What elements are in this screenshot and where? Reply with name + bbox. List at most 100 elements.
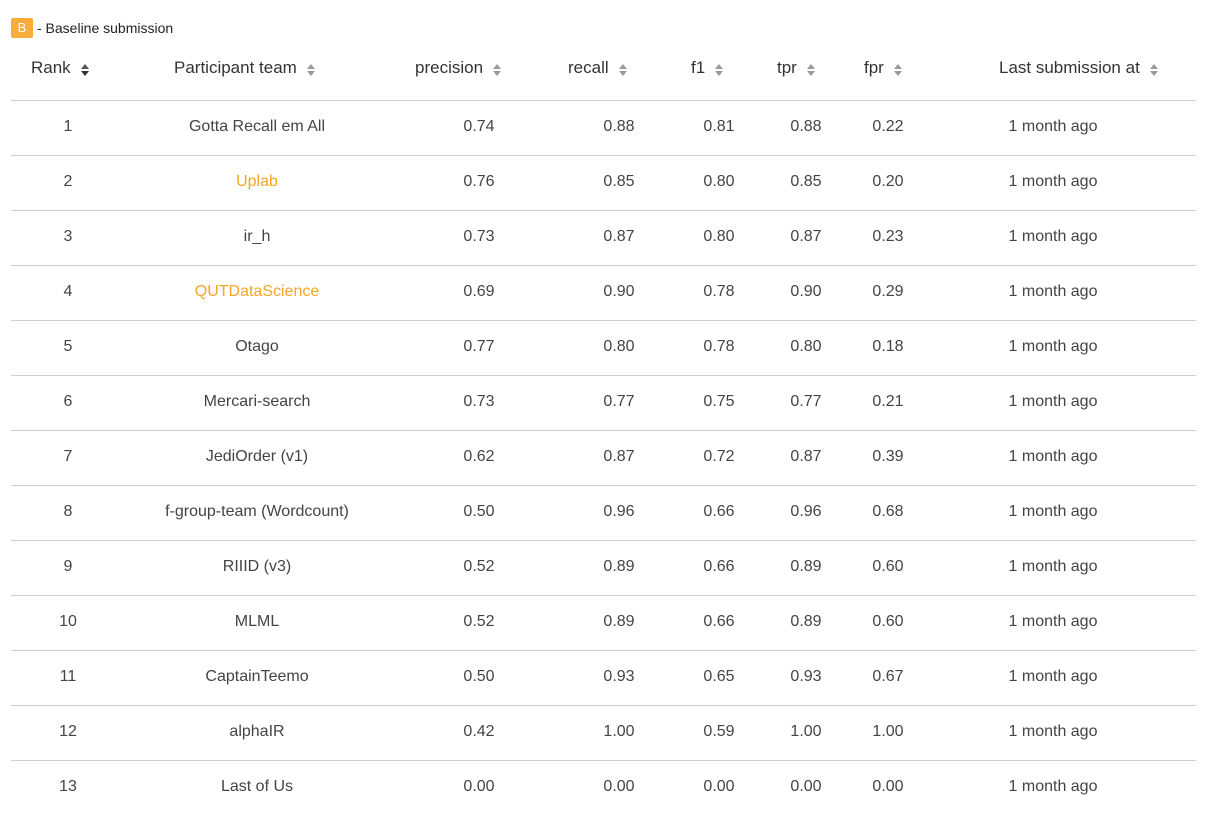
- fpr-cell: 0.60: [850, 595, 944, 651]
- precision-value: 0.42: [463, 723, 495, 740]
- fpr-value: 0.18: [872, 338, 904, 355]
- baseline-badge-icon: B: [11, 17, 33, 38]
- team-name: ir_h: [243, 228, 271, 245]
- precision-cell: 0.62: [393, 430, 542, 486]
- rank-cell: 9: [11, 540, 125, 596]
- last-submission-cell: 1 month ago: [944, 155, 1196, 211]
- recall-value: 0.87: [603, 448, 635, 465]
- column-header-tpr[interactable]: tpr: [764, 45, 850, 101]
- fpr-value: 1.00: [872, 723, 904, 740]
- column-header-label: recall: [568, 58, 609, 77]
- recall-cell: 0.87: [542, 430, 670, 486]
- baseline-legend-label: - Baseline submission: [37, 19, 174, 36]
- precision-value: 0.50: [463, 503, 495, 520]
- last-submission-cell: 1 month ago: [944, 595, 1196, 651]
- f1-value: 0.65: [703, 668, 735, 685]
- table-row: 8 f-group-team (Wordcount) 0.50 0.96 0.66 0.9…: [11, 485, 1196, 541]
- tpr-cell: 0.89: [764, 595, 850, 651]
- tpr-value: 0.00: [790, 778, 822, 795]
- participant-team-cell: Last of Us: [125, 761, 393, 815]
- column-header-label: Last submission at: [999, 58, 1140, 77]
- column-header-label: tpr: [777, 58, 797, 77]
- rank-value: 9: [63, 558, 73, 575]
- sort-icon[interactable]: [893, 63, 903, 77]
- fpr-value: 0.20: [872, 173, 904, 190]
- table-row: 6 Mercari-search 0.73 0.77 0.75 0.77 0.21 1 mon…: [11, 375, 1196, 431]
- table-row: 7 JediOrder (v1) 0.62 0.87 0.72 0.87 0.39 1 mon…: [11, 430, 1196, 486]
- recall-value: 0.93: [603, 668, 635, 685]
- f1-cell: 0.66: [670, 485, 764, 541]
- baseline-legend: B - Baseline submission: [11, 17, 173, 38]
- team-link[interactable]: QUTDataScience: [194, 283, 320, 300]
- column-header-rank[interactable]: Rank: [11, 45, 125, 101]
- rank-value: 4: [63, 283, 73, 300]
- last-value: 1 month ago: [1008, 173, 1098, 190]
- table-row: 13 Last of Us 0.00 0.00 0.00 0.00 0.00 1 month …: [11, 761, 1196, 815]
- f1-cell: 0.72: [670, 430, 764, 486]
- last-value: 1 month ago: [1008, 338, 1098, 355]
- tpr-value: 0.80: [790, 338, 822, 355]
- f1-cell: 0.00: [670, 761, 764, 815]
- rank-value: 8: [63, 503, 73, 520]
- precision-cell: 0.77: [393, 320, 542, 376]
- last-submission-cell: 1 month ago: [944, 761, 1196, 815]
- last-value: 1 month ago: [1008, 228, 1098, 245]
- sort-icon[interactable]: [306, 63, 316, 77]
- sort-icon[interactable]: [618, 63, 628, 77]
- precision-value: 0.00: [463, 778, 495, 795]
- rank-cell: 4: [11, 265, 125, 321]
- sort-icon[interactable]: [1149, 63, 1159, 77]
- rank-cell: 6: [11, 375, 125, 431]
- tpr-value: 0.89: [790, 558, 822, 575]
- team-name: alphaIR: [229, 723, 285, 740]
- tpr-value: 0.90: [790, 283, 822, 300]
- recall-value: 0.77: [603, 393, 635, 410]
- last-value: 1 month ago: [1008, 668, 1098, 685]
- recall-cell: 0.87: [542, 210, 670, 266]
- recall-cell: 0.85: [542, 155, 670, 211]
- rank-cell: 5: [11, 320, 125, 376]
- column-header-fpr[interactable]: fpr: [850, 45, 944, 101]
- f1-value: 0.00: [703, 778, 735, 795]
- column-header-last-submission[interactable]: Last submission at: [944, 45, 1196, 101]
- f1-value: 0.78: [703, 283, 735, 300]
- sort-icon[interactable]: [80, 63, 90, 77]
- column-header-f1[interactable]: f1: [670, 45, 764, 101]
- fpr-cell: 0.68: [850, 485, 944, 541]
- sort-icon[interactable]: [806, 63, 816, 77]
- f1-cell: 0.65: [670, 650, 764, 706]
- recall-cell: 0.77: [542, 375, 670, 431]
- column-header-precision[interactable]: precision: [393, 45, 542, 101]
- precision-value: 0.52: [463, 613, 495, 630]
- participant-team-cell: Mercari-search: [125, 375, 393, 431]
- precision-cell: 0.73: [393, 210, 542, 266]
- recall-cell: 1.00: [542, 705, 670, 761]
- column-header-label: f1: [691, 58, 706, 77]
- rank-cell: 10: [11, 595, 125, 651]
- rank-value: 5: [63, 338, 73, 355]
- tpr-value: 0.87: [790, 228, 822, 245]
- last-submission-cell: 1 month ago: [944, 320, 1196, 376]
- column-header-label: Rank: [31, 58, 71, 77]
- rank-value: 12: [59, 723, 77, 740]
- f1-value: 0.80: [703, 173, 735, 190]
- tpr-cell: 0.88: [764, 100, 850, 156]
- table-row: 1 Gotta Recall em All 0.74 0.88 0.81 0.88 0.22…: [11, 100, 1196, 156]
- team-name: Mercari-search: [203, 393, 311, 410]
- team-name: CaptainTeemo: [205, 668, 309, 685]
- last-value: 1 month ago: [1008, 283, 1098, 300]
- column-header-participant-team[interactable]: Participant team: [125, 45, 393, 101]
- team-name: RIIID (v3): [222, 558, 292, 575]
- fpr-cell: 0.39: [850, 430, 944, 486]
- table-row: 4 QUTDataScience 0.69 0.90 0.78 0.90 0.29 1 mon…: [11, 265, 1196, 321]
- sort-icon[interactable]: [492, 63, 502, 77]
- last-value: 1 month ago: [1008, 448, 1098, 465]
- team-link[interactable]: Uplab: [236, 173, 278, 190]
- tpr-value: 1.00: [790, 723, 822, 740]
- f1-cell: 0.66: [670, 595, 764, 651]
- table-row: 10 MLML 0.52 0.89 0.66 0.89 0.60 1 month ago: [11, 595, 1196, 651]
- precision-value: 0.52: [463, 558, 495, 575]
- fpr-cell: 0.60: [850, 540, 944, 596]
- column-header-recall[interactable]: recall: [542, 45, 670, 101]
- sort-icon[interactable]: [714, 63, 724, 77]
